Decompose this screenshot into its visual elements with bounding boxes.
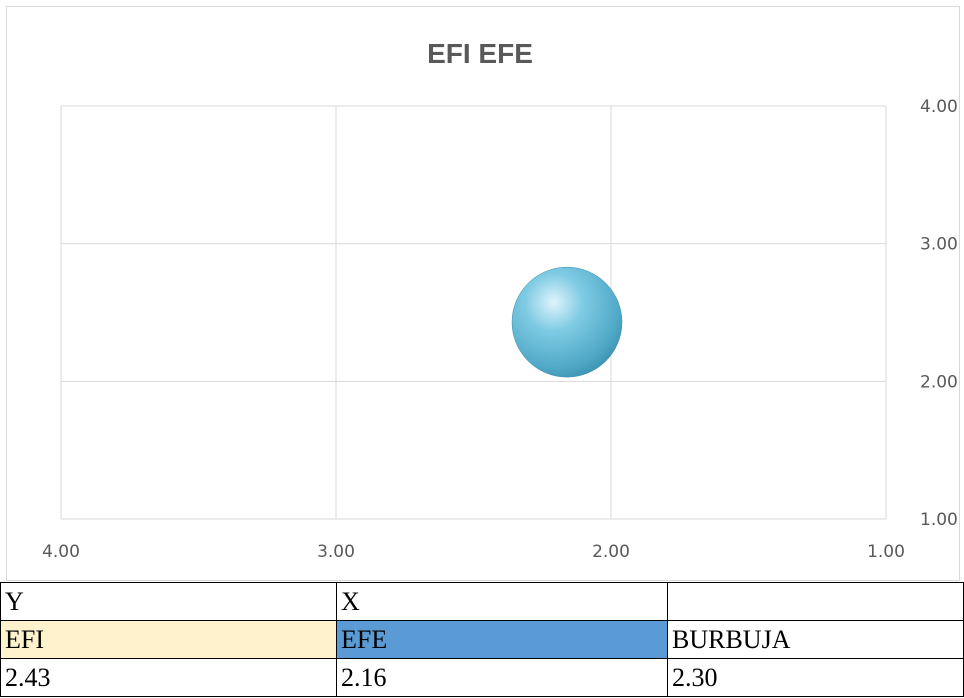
x-tick-label: 3.00 <box>317 542 355 562</box>
table-row: Y X <box>1 583 964 621</box>
y-tick-label: 1.00 <box>920 510 958 530</box>
table-cell: 2.16 <box>337 659 668 697</box>
table-cell: 2.43 <box>1 659 337 697</box>
table-cell: 2.30 <box>668 659 964 697</box>
data-points <box>512 267 622 377</box>
table-cell <box>668 583 964 621</box>
tick-labels: 4.00 3.00 2.00 1.00 1.00 2.00 3.00 4.00 <box>42 97 958 562</box>
chart-title: EFI EFE <box>427 38 533 69</box>
data-table: Y X EFI EFE BURBUJA 2.43 2.16 2.30 <box>0 582 964 697</box>
y-tick-label: 4.00 <box>920 97 958 117</box>
table-cell: X <box>337 583 668 621</box>
bubble-chart: EFI EFE 4.00 3.00 2.00 1.00 1.00 2.00 3.00 4.00 <box>0 0 964 582</box>
x-tick-label: 2.00 <box>592 542 630 562</box>
table-row: 2.43 2.16 2.30 <box>1 659 964 697</box>
bubble-point <box>512 267 622 377</box>
table-cell: Y <box>1 583 337 621</box>
efi-header-cell: EFI <box>1 621 337 659</box>
x-tick-label: 4.00 <box>42 542 80 562</box>
grid-lines <box>61 106 886 519</box>
y-tick-label: 3.00 <box>920 235 958 255</box>
table-row: EFI EFE BURBUJA <box>1 621 964 659</box>
burbuja-header-cell: BURBUJA <box>668 621 964 659</box>
y-tick-label: 2.00 <box>920 372 958 392</box>
x-tick-label: 1.00 <box>867 542 905 562</box>
efe-header-cell: EFE <box>337 621 668 659</box>
